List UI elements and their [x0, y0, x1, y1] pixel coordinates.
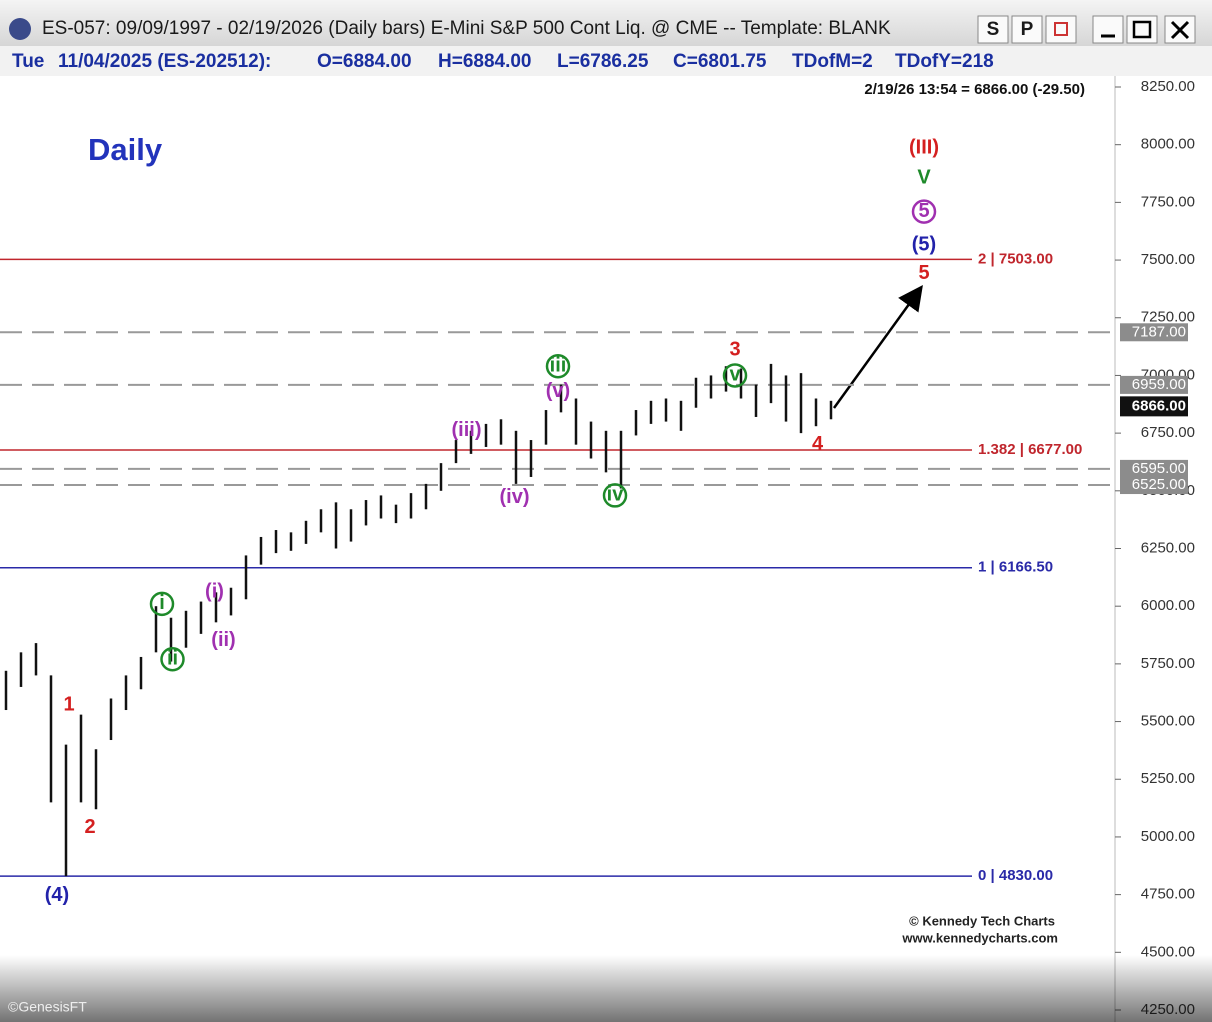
popout-button[interactable] [1045, 15, 1077, 44]
price-level-box [1120, 459, 1188, 478]
wave-label: 3 [729, 338, 740, 360]
y-tick-label: 6750.00 [1141, 424, 1195, 441]
copyright: © Kennedy Tech Charts [909, 913, 1055, 928]
wave-label: (4) [45, 884, 69, 906]
wave-label: iii [550, 354, 567, 376]
info-high: H=6884.00 [438, 51, 532, 72]
y-tick-label: 5250.00 [1141, 770, 1195, 787]
info-date: 11/04/2025 (ES-202512): [58, 51, 271, 72]
wave-label: v [729, 364, 741, 386]
price-level-box [1120, 323, 1188, 342]
wave-label: (v) [546, 380, 570, 402]
price-level-label: 6959.00 [1132, 376, 1186, 393]
wave-label: 4 [812, 433, 824, 455]
website: www.kennedycharts.com [901, 930, 1058, 945]
wave-label: iv [607, 484, 625, 506]
y-tick-label: 8000.00 [1141, 136, 1195, 153]
info-low: L=6786.25 [557, 51, 649, 72]
fib-level-label: 1.382 | 6677.00 [978, 441, 1082, 458]
y-tick-label: 6250.00 [1141, 539, 1195, 556]
chart-title: Daily [88, 132, 163, 167]
info-day: Tue [12, 51, 44, 72]
button-label[interactable]: S [987, 19, 1000, 40]
info-tdofm: TDofM=2 [792, 51, 873, 72]
wave-circle [545, 353, 571, 379]
wave-label: (iv) [500, 486, 530, 508]
wave-label: 2 [84, 816, 95, 838]
price-level-label: 6595.00 [1132, 460, 1186, 477]
wave-label: (5) [912, 233, 936, 255]
wave-label: 5 [918, 262, 929, 284]
wave-label: 1 [63, 694, 74, 716]
price-level-box [1120, 375, 1188, 394]
wave-label: 5 [918, 200, 929, 222]
y-tick-label: 5750.00 [1141, 655, 1195, 672]
last-price-box [1120, 396, 1188, 417]
wave-circle [911, 199, 937, 224]
y-tick-label: 4750.00 [1141, 886, 1195, 903]
fib-level-label: 1 | 6166.50 [978, 559, 1053, 576]
y-tick-label: 7250.00 [1141, 309, 1195, 326]
wave-label: i [159, 592, 165, 614]
wave-circle [722, 363, 748, 388]
wave-circle [160, 647, 185, 672]
wave-label: V [917, 166, 931, 188]
maximize-button[interactable] [1126, 15, 1158, 44]
app-icon [9, 18, 31, 40]
wave-label: (i) [205, 581, 224, 603]
title-bar [0, 0, 1212, 46]
info-close: C=6801.75 [673, 51, 767, 72]
minimize-button[interactable] [1092, 15, 1124, 44]
info-tdofy: TDofY=218 [895, 51, 994, 72]
fib-level-label: 2 | 7503.00 [978, 250, 1053, 267]
y-tick-label: 8250.00 [1141, 78, 1195, 95]
popout-icon [1054, 22, 1068, 36]
last-price-label: 6866.00 [1132, 397, 1186, 414]
y-tick-label: 7750.00 [1141, 193, 1195, 210]
maximize-icon [1132, 20, 1152, 39]
video-overlay [0, 955, 1212, 1022]
close-icon [1170, 20, 1190, 40]
wave-label: ii [167, 648, 178, 670]
last-quote: 2/19/26 13:54 = 6866.00 (-29.50) [864, 81, 1085, 98]
button-label[interactable]: P [1021, 19, 1034, 40]
fib-level-label: 0 | 4830.00 [978, 867, 1053, 884]
info-bar [0, 46, 1212, 76]
info-open: O=6884.00 [317, 51, 412, 72]
projection-arrow [832, 284, 923, 409]
price-level-label: 7187.00 [1132, 323, 1186, 340]
button[interactable] [977, 15, 1009, 44]
button[interactable] [1011, 15, 1043, 44]
price-level-label: 6525.00 [1132, 476, 1186, 493]
wave-circle [602, 483, 628, 508]
wave-label: (III) [909, 136, 939, 158]
y-tick-label: 7500.00 [1141, 251, 1195, 268]
y-tick-label: 6000.00 [1141, 597, 1195, 614]
y-tick-label: 5500.00 [1141, 713, 1195, 730]
wave-circle [149, 591, 175, 617]
window-title: ES-057: 09/09/1997 - 02/19/2026 (Daily b… [42, 18, 891, 39]
wave-label: (ii) [211, 629, 235, 651]
vendor-logo: ©GenesisFT [8, 999, 87, 1015]
price-level-box [1120, 476, 1188, 495]
wave-label: (iii) [452, 419, 482, 441]
y-tick-label: 5000.00 [1141, 828, 1195, 845]
